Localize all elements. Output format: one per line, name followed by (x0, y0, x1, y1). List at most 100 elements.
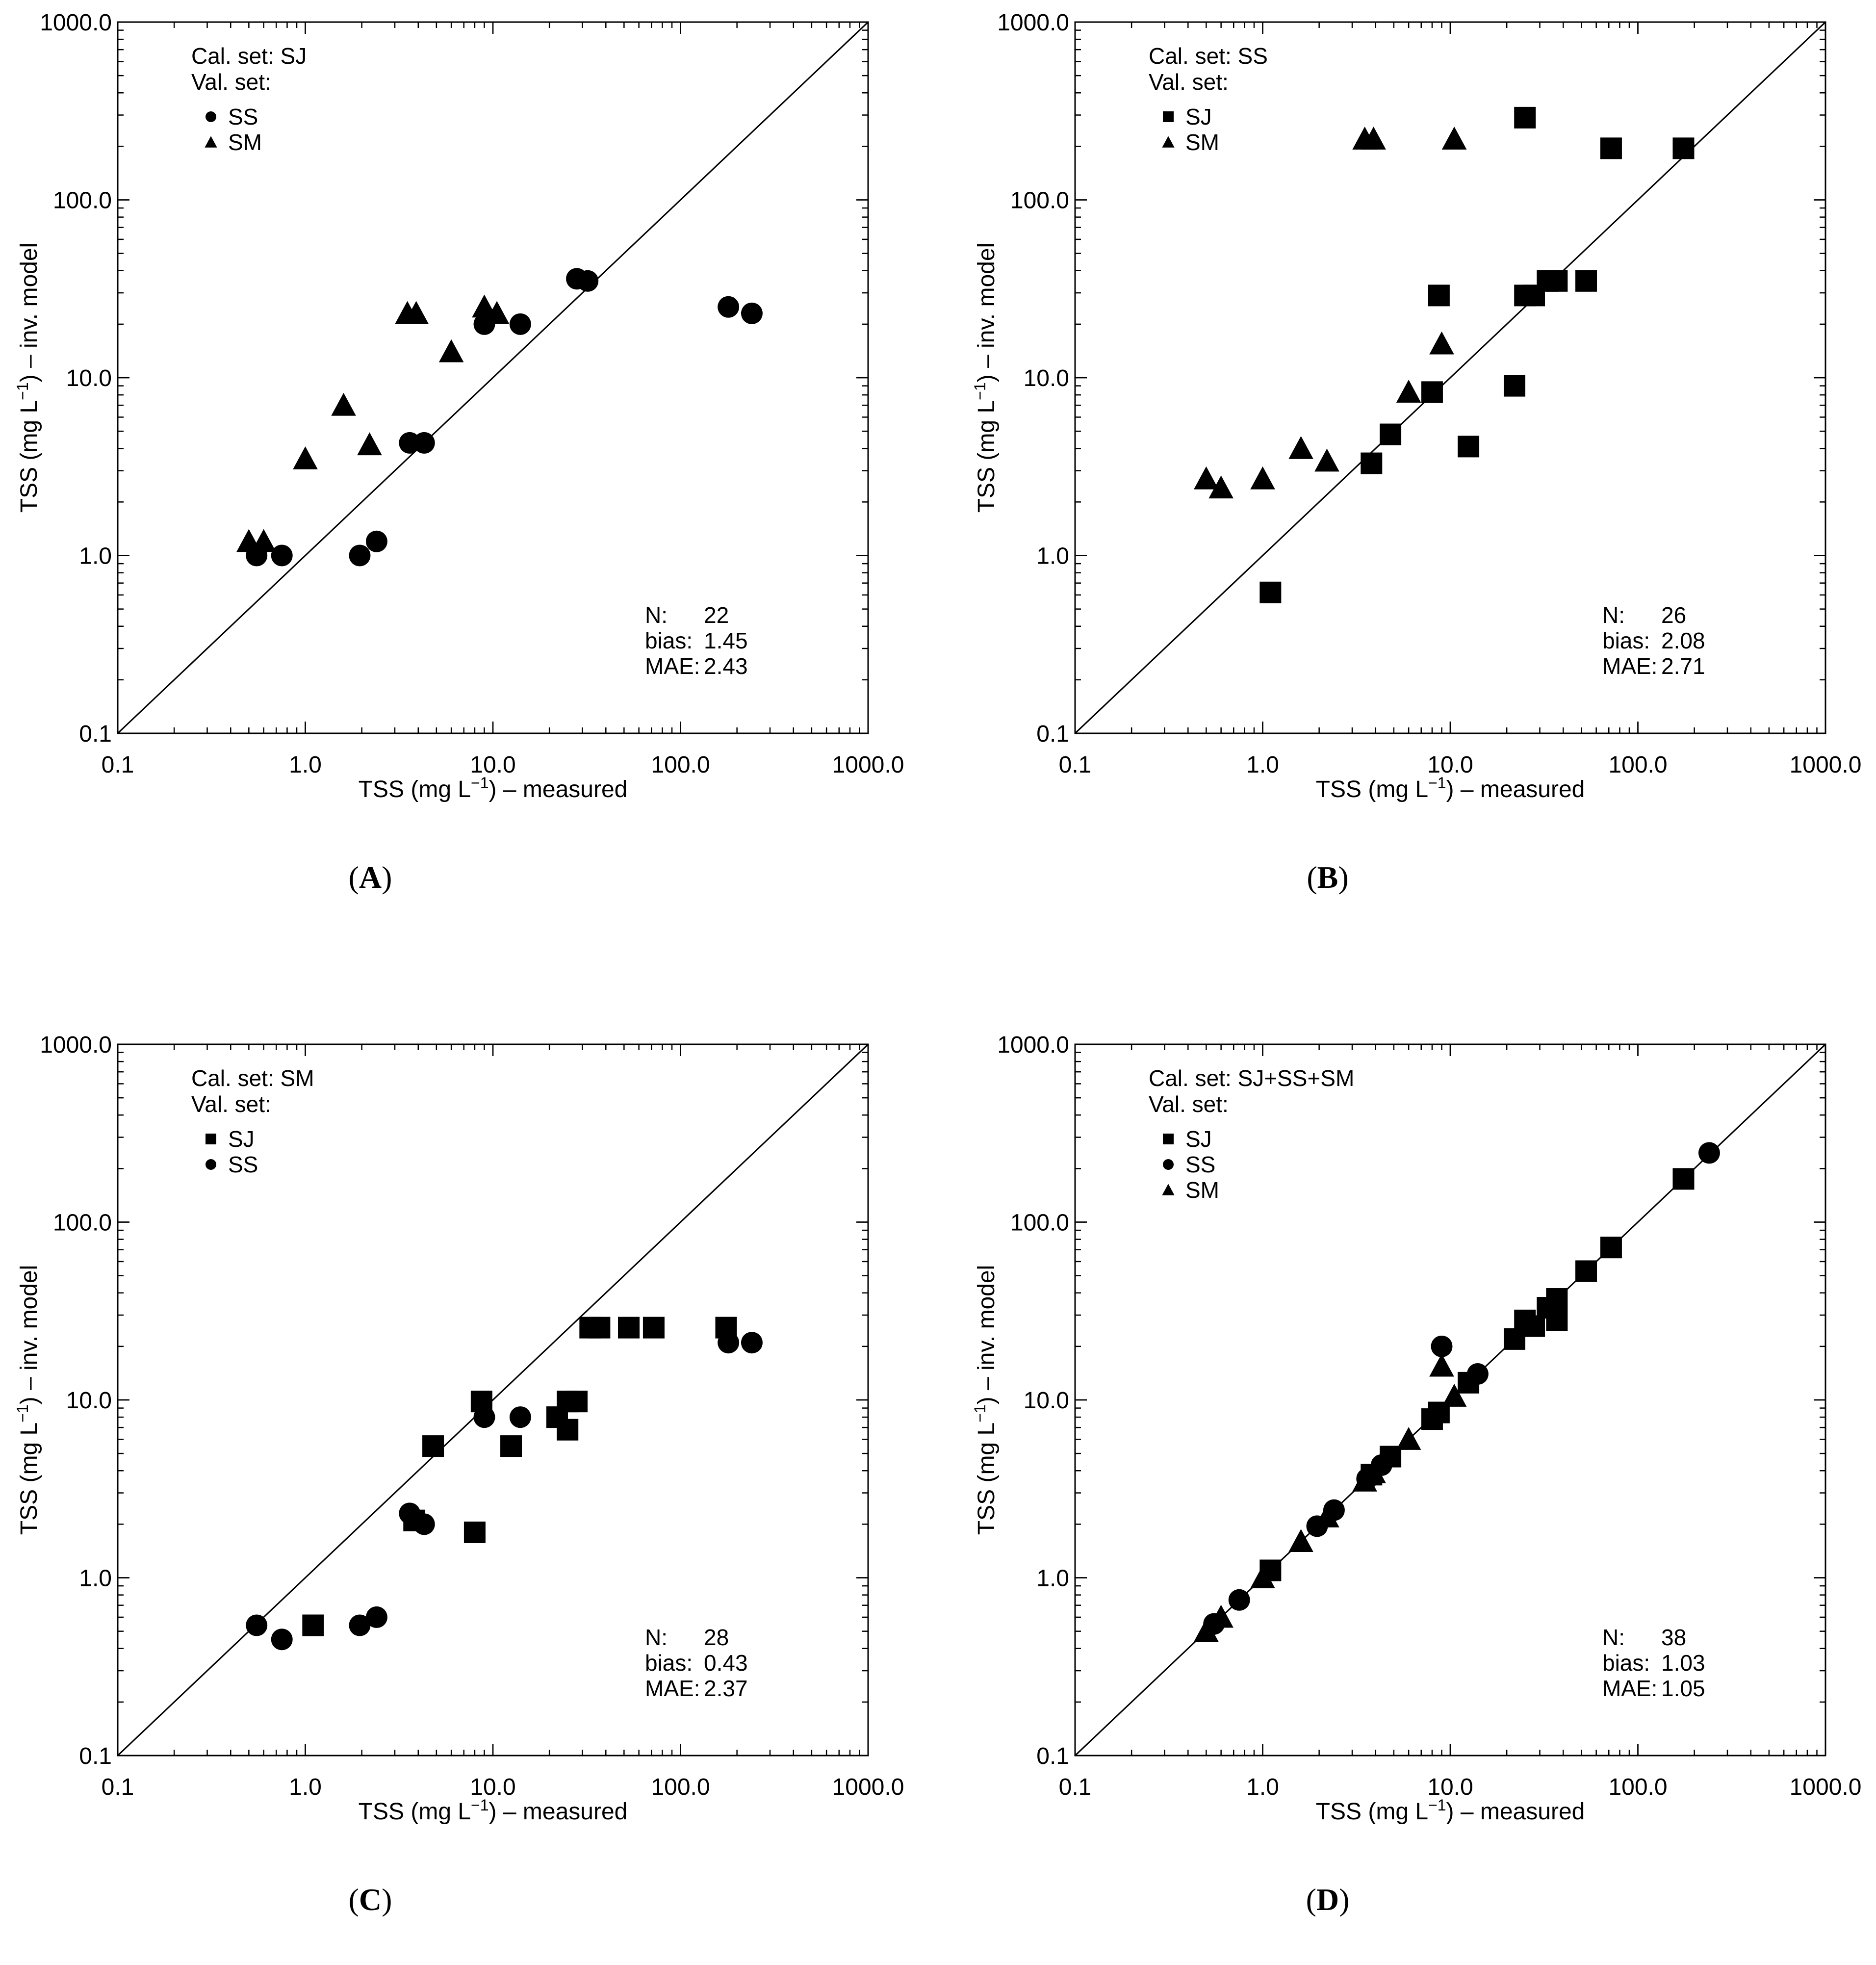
data-point-sj (589, 1317, 611, 1339)
data-point-sj (1503, 1328, 1525, 1350)
stat-value-bias: 0.43 (704, 1650, 748, 1676)
x-tick-label: 1000.0 (1790, 1774, 1862, 1800)
data-point-sm (1288, 436, 1313, 459)
stat-label-bias: bias: (1602, 628, 1650, 653)
one-to-one-line (117, 21, 869, 734)
stat-label-n: N: (645, 602, 668, 628)
legend-label: SM (1185, 1177, 1219, 1203)
x-axis-label-suffix: ) – measured (489, 1799, 628, 1825)
x-tick-label: 1.0 (1246, 1774, 1279, 1800)
data-point-sm (1250, 466, 1275, 490)
data-point-sm (1288, 1529, 1313, 1552)
data-point-ss (271, 544, 293, 567)
y-axis-label-text: TSS (mg L (16, 400, 42, 513)
data-point-sm (1361, 1460, 1386, 1483)
validation-set-label: Val. set: (1149, 1091, 1229, 1117)
stat-label-bias: bias: (1602, 1650, 1650, 1676)
calibration-set-label: Cal. set: SS (1149, 43, 1268, 69)
data-point-sm (404, 301, 429, 324)
stat-value-n: 28 (704, 1625, 729, 1650)
x-tick-label: 100.0 (1608, 1774, 1667, 1800)
data-point-ss (509, 313, 531, 335)
y-tick-label: 1000.0 (997, 1032, 1069, 1058)
data-point-ss (473, 1406, 495, 1428)
panel-label-close: ) (1338, 860, 1348, 895)
stat-value-mae: 2.71 (1661, 653, 1705, 679)
y-tick-label: 1.0 (79, 1566, 112, 1592)
y-tick-label: 100.0 (53, 1210, 112, 1236)
data-point-sm (1396, 1427, 1421, 1450)
stat-value-mae: 2.43 (704, 653, 748, 679)
y-axis-label-suffix: ) – inv. model (16, 243, 42, 383)
data-point-sj (1546, 1288, 1568, 1310)
x-tick-label: 1.0 (289, 1774, 322, 1800)
y-axis-label-suffix: ) – inv. model (16, 1265, 42, 1405)
legend-label: SM (1185, 129, 1219, 155)
legend-marker-circle (1163, 1159, 1174, 1170)
stat-value-bias: 1.45 (704, 628, 748, 653)
data-point-ss (577, 270, 599, 292)
stat-label-n: N: (1602, 1625, 1625, 1650)
data-point-sj (1575, 1260, 1597, 1282)
y-tick-label: 0.1 (79, 721, 112, 747)
stat-value-bias: 1.03 (1661, 1650, 1705, 1676)
data-point-ss (741, 1332, 763, 1354)
data-point-sm (1194, 1619, 1219, 1642)
data-point-ss (349, 544, 371, 567)
panel-a: 0.1 1.0 10.0 100.0 1000.0 0.1 1.0 10.0 100.0 1000… (14, 10, 904, 895)
y-tick-label: 10.0 (1024, 1388, 1069, 1414)
y-tick-label: 1.0 (79, 543, 112, 569)
legend-label: SS (1185, 1152, 1215, 1177)
y-axis-label-suffix: ) – inv. model (974, 243, 1000, 383)
y-tick-label: 0.1 (79, 1743, 112, 1769)
data-point-sj (463, 1521, 486, 1543)
data-point-sj (1514, 106, 1536, 129)
data-point-sj (618, 1317, 640, 1339)
y-tick-label: 100.0 (53, 188, 112, 214)
data-point-sj (1361, 452, 1383, 474)
data-point-sj (1575, 270, 1597, 292)
y-tick-label: 1000.0 (40, 1032, 112, 1058)
panel-label-open: ( (349, 860, 359, 895)
panel-label-open: ( (349, 1882, 359, 1917)
data-point-ss (509, 1406, 531, 1428)
y-axis-label-exponent: −1 (971, 382, 989, 400)
data-point-sj (557, 1419, 579, 1441)
y-tick-label: 100.0 (1010, 188, 1069, 214)
y-axis-label-suffix: ) – inv. model (974, 1265, 1000, 1405)
legend-marker-square (1163, 1134, 1174, 1144)
validation-set-label: Val. set: (191, 69, 271, 95)
data-point-sm (1429, 331, 1454, 355)
x-tick-label: 1.0 (1246, 752, 1279, 778)
legend-marker-square (206, 1134, 216, 1144)
y-tick-label: 100.0 (1010, 1210, 1069, 1236)
data-point-ss (1698, 1142, 1720, 1164)
validation-set-label: Val. set: (191, 1091, 271, 1117)
data-point-sm (1208, 475, 1234, 499)
stat-value-mae: 2.37 (704, 1676, 748, 1701)
x-axis-label-text: TSS (mg L (359, 1799, 471, 1825)
x-axis-label-text: TSS (mg L (1316, 776, 1428, 802)
y-axis-label-exponent: −1 (971, 1404, 989, 1422)
x-tick-label: 100.0 (651, 752, 710, 778)
one-to-one-line (117, 1043, 869, 1757)
data-point-sm (438, 339, 464, 362)
data-point-sm (1208, 1604, 1234, 1628)
data-point-sj (1421, 381, 1443, 403)
y-axis-label-exponent: −1 (14, 1404, 31, 1422)
x-axis-label: TSS (mg L−1) – measured (1316, 1796, 1585, 1825)
data-point-sm (1314, 448, 1339, 472)
y-axis-label: TSS (mg L−1) – inv. model (971, 1265, 1000, 1535)
panel-label-letter: C (359, 1882, 382, 1917)
data-point-sm (251, 529, 276, 552)
y-axis-label-text: TSS (mg L (974, 400, 1000, 513)
x-tick-label: 100.0 (1608, 752, 1667, 778)
data-point-sj (566, 1391, 588, 1413)
panel-label-letter: A (359, 860, 382, 895)
data-point-sm (357, 432, 382, 456)
data-point-sj (1600, 1237, 1622, 1259)
data-point-sj (1259, 581, 1282, 603)
data-point-ss (1466, 1363, 1489, 1385)
stat-label-bias: bias: (645, 628, 693, 653)
data-point-sj (1672, 137, 1695, 159)
